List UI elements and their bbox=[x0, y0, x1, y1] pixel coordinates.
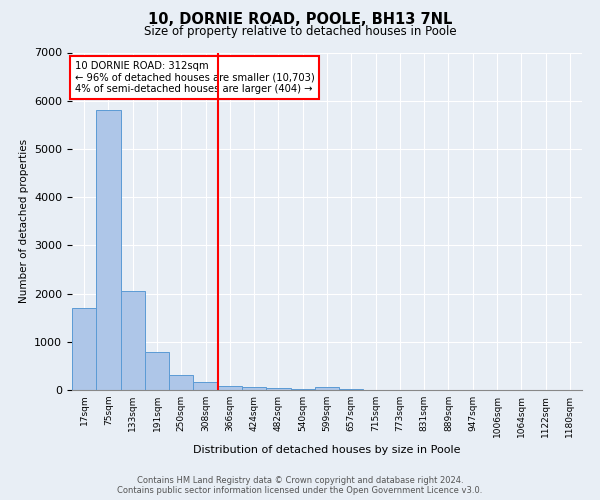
Text: 10 DORNIE ROAD: 312sqm
← 96% of detached houses are smaller (10,703)
4% of semi-: 10 DORNIE ROAD: 312sqm ← 96% of detached… bbox=[74, 61, 314, 94]
Bar bbox=[145, 352, 169, 390]
Bar bbox=[242, 388, 266, 390]
Bar bbox=[290, 389, 315, 390]
Bar bbox=[266, 388, 290, 390]
Bar bbox=[193, 382, 218, 390]
Bar bbox=[315, 387, 339, 390]
Text: Contains HM Land Registry data © Crown copyright and database right 2024.
Contai: Contains HM Land Registry data © Crown c… bbox=[118, 476, 482, 495]
Bar bbox=[339, 389, 364, 390]
Text: Size of property relative to detached houses in Poole: Size of property relative to detached ho… bbox=[143, 25, 457, 38]
Bar bbox=[96, 110, 121, 390]
Y-axis label: Number of detached properties: Number of detached properties bbox=[19, 139, 29, 304]
Bar bbox=[72, 308, 96, 390]
Bar bbox=[218, 386, 242, 390]
Bar bbox=[169, 374, 193, 390]
Text: 10, DORNIE ROAD, POOLE, BH13 7NL: 10, DORNIE ROAD, POOLE, BH13 7NL bbox=[148, 12, 452, 28]
Bar bbox=[121, 291, 145, 390]
X-axis label: Distribution of detached houses by size in Poole: Distribution of detached houses by size … bbox=[193, 446, 461, 456]
